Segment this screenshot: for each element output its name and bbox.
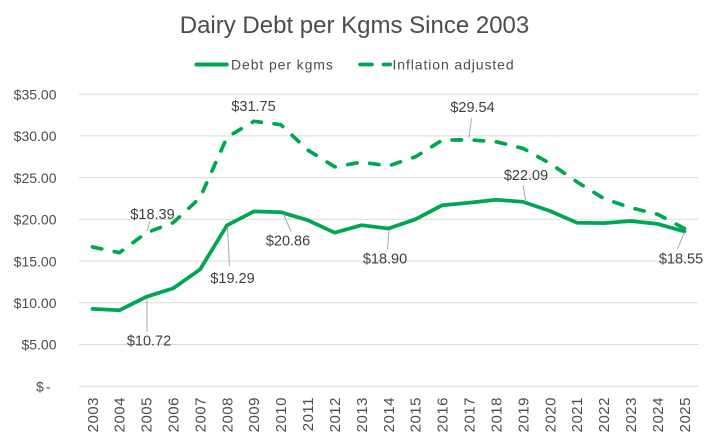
svg-text:2012: 2012 [327,397,344,432]
svg-text:2020: 2020 [542,397,559,432]
svg-text:Dairy Debt per Kgms Since 2003: Dairy Debt per Kgms Since 2003 [180,12,530,39]
svg-text:2010: 2010 [273,397,290,432]
svg-text:$30.00: $30.00 [14,128,57,144]
svg-text:2014: 2014 [381,397,398,432]
svg-text:2017: 2017 [462,397,479,432]
svg-text:$29.54: $29.54 [450,100,494,116]
svg-text:2019: 2019 [515,397,532,432]
svg-text:$5.00: $5.00 [21,337,56,353]
svg-text:$20.86: $20.86 [266,233,310,249]
svg-text:$18.55: $18.55 [659,251,703,267]
svg-text:2006: 2006 [165,397,182,432]
svg-text:2022: 2022 [596,397,613,432]
svg-text:$15.00: $15.00 [14,253,57,269]
svg-text:2025: 2025 [677,397,694,432]
svg-text:Inflation adjusted: Inflation adjusted [393,56,515,72]
svg-text:2021: 2021 [569,397,586,432]
svg-text:2013: 2013 [354,397,371,432]
svg-text:$18.90: $18.90 [363,251,407,267]
svg-text:2024: 2024 [650,397,667,432]
svg-text:$10.72: $10.72 [127,333,171,349]
svg-text:2016: 2016 [435,397,452,432]
svg-text:2023: 2023 [623,397,640,432]
svg-text:$31.75: $31.75 [231,99,275,115]
svg-text:$18.39: $18.39 [130,207,174,223]
svg-text:Debt per kgms: Debt per kgms [231,56,334,72]
svg-text:2018: 2018 [489,397,506,432]
svg-text:2005: 2005 [139,397,156,432]
svg-text:2003: 2003 [85,397,102,432]
svg-text:$20.00: $20.00 [14,212,57,228]
svg-text:$10.00: $10.00 [14,295,57,311]
svg-text:$22.09: $22.09 [504,168,548,184]
svg-text:2004: 2004 [112,397,129,432]
svg-text:$-: $- [36,378,53,394]
svg-text:$35.00: $35.00 [14,86,57,102]
svg-text:2007: 2007 [192,397,209,432]
svg-text:$25.00: $25.00 [14,170,57,186]
svg-text:$19.29: $19.29 [210,271,254,287]
svg-text:2011: 2011 [300,397,317,431]
svg-text:2009: 2009 [246,397,263,432]
svg-text:2015: 2015 [408,397,425,432]
svg-text:2008: 2008 [219,397,236,432]
